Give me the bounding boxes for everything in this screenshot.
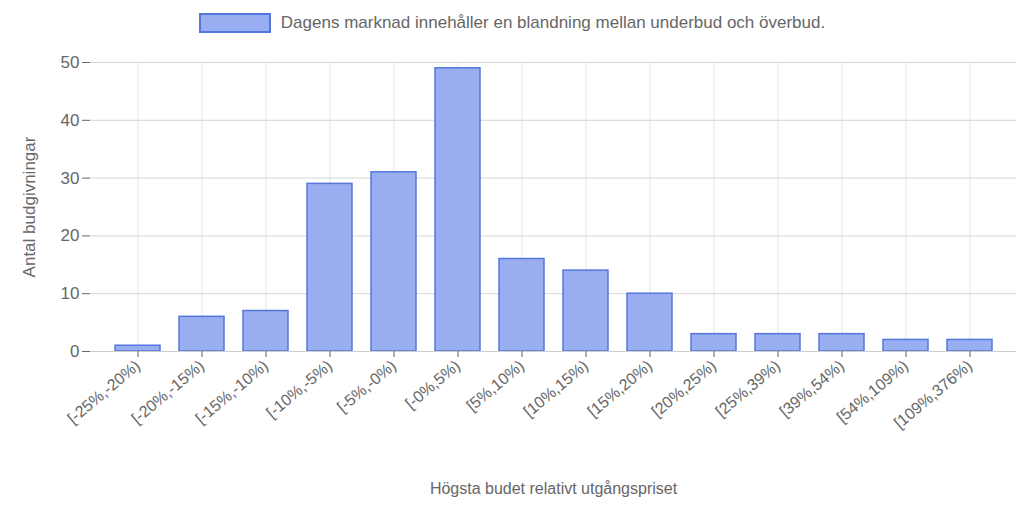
svg-text:[20%,25%): [20%,25%) [648, 357, 719, 420]
svg-text:[-20%,-15%): [-20%,-15%) [128, 356, 208, 427]
svg-text:[10%,15%): [10%,15%) [520, 357, 591, 420]
svg-text:50: 50 [61, 53, 80, 72]
svg-text:[25%,39%): [25%,39%) [712, 357, 783, 420]
svg-text:20: 20 [61, 226, 80, 245]
html-text:Dagens marknad innehåller en b: Dagens marknad innehåller en blandning m… [280, 12, 826, 32]
svg-text:[-5%,-0%): [-5%,-0%) [334, 357, 399, 416]
svg-text:[-25%,-20%): [-25%,-20%) [64, 356, 144, 427]
svg-text:[-15%,-10%): [-15%,-10%) [192, 357, 271, 427]
svg-text:[15%,20%): [15%,20%) [584, 357, 655, 420]
svg-text:[5%,10%): [5%,10%) [463, 357, 527, 415]
svg-text:0: 0 [70, 342, 79, 361]
svg-text:[54%,109%): [54%,109%) [833, 356, 912, 426]
svg-text:[109%,376%): [109%,376%) [891, 357, 976, 432]
svg-text:Högsta budet relativt utgångsp: Högsta budet relativt utgångspriset [430, 480, 678, 497]
svg-text:Antal budgivningar: Antal budgivningar [20, 136, 39, 277]
svg-text:[-0%,5%): [-0%,5%) [402, 357, 463, 412]
svg-text:30: 30 [61, 169, 80, 188]
svg-text:40: 40 [61, 111, 80, 130]
svg-text:10: 10 [61, 284, 80, 303]
svg-text:[39%,54%): [39%,54%) [776, 356, 848, 421]
svg-text:[-10%,-5%): [-10%,-5%) [263, 357, 335, 421]
